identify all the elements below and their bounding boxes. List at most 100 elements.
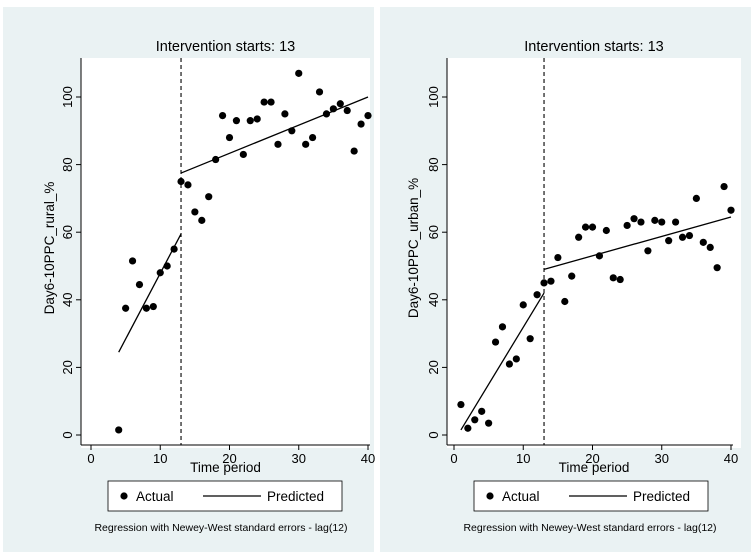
y-tick-label: 40 [60, 293, 75, 307]
x-tick-label: 40 [724, 451, 738, 466]
data-point [149, 302, 157, 311]
data-point [491, 338, 500, 346]
chart-rural: Intervention starts: 13 Time period Day6… [42, 39, 375, 534]
y-tick-label: 60 [426, 225, 441, 239]
data-point [457, 400, 465, 409]
data-point [609, 274, 617, 282]
data-point [644, 247, 652, 255]
data-point [218, 111, 227, 120]
data-point [288, 127, 296, 135]
data-point [512, 355, 520, 363]
data-point [630, 215, 638, 223]
predicted-line [460, 292, 545, 431]
data-point [665, 237, 673, 245]
data-point [170, 245, 178, 253]
data-point [350, 147, 358, 155]
data-point [253, 115, 261, 123]
data-marks [115, 58, 372, 445]
data-point [156, 269, 164, 277]
data-point [205, 193, 213, 201]
data-point [142, 304, 150, 312]
data-point [274, 140, 282, 148]
data-point [720, 182, 728, 191]
x-axis-title: Time period [190, 460, 261, 475]
data-point [581, 223, 590, 231]
data-point [128, 257, 137, 265]
legend-actual-label: Actual [136, 489, 174, 504]
data-point [198, 216, 206, 224]
y-tick-label: 100 [426, 86, 441, 108]
chart-note: Regression with Newey-West standard erro… [94, 522, 347, 534]
x-axis-title: Time period [559, 460, 630, 475]
y-tick-label: 40 [426, 293, 441, 307]
legend-predicted-label: Predicted [267, 489, 324, 504]
legend-actual-marker [486, 492, 494, 500]
chart-title: Intervention starts: 13 [524, 39, 663, 55]
y-tick-label: 80 [426, 157, 441, 171]
y-axis-title: Day6-10PPC_rural_% [42, 182, 57, 315]
data-point [309, 133, 317, 142]
data-point [672, 218, 680, 226]
plot-area [81, 58, 370, 448]
y-tick-label: 80 [60, 157, 75, 171]
x-tick-label: 30 [655, 451, 669, 466]
data-point [547, 277, 555, 285]
data-point [699, 238, 707, 246]
data-point [616, 275, 624, 284]
x-tick-label: 20 [222, 451, 236, 466]
chart-panel-urban: Intervention starts: 13 Time period Day6… [380, 7, 751, 552]
predicted-line [118, 233, 182, 353]
data-point [595, 252, 604, 260]
data-point [115, 426, 123, 434]
data-point [177, 177, 185, 186]
legend: Actual Predicted [473, 480, 709, 512]
data-point [485, 419, 493, 427]
data-point [505, 360, 513, 368]
data-point [336, 100, 344, 108]
data-point [713, 264, 721, 272]
x-tick-label: 0 [450, 451, 457, 466]
x-tick-label: 20 [585, 451, 599, 466]
chart-urban: Intervention starts: 13 Time period Day6… [406, 39, 741, 534]
data-point [692, 194, 700, 202]
chart-panel-rural: Intervention starts: 13 Time period Day6… [3, 7, 375, 552]
x-tick-label: 10 [516, 451, 530, 466]
data-point [260, 98, 268, 106]
data-point [498, 323, 507, 331]
data-point [364, 111, 372, 120]
data-point [471, 416, 479, 424]
data-marks [457, 58, 735, 445]
data-point [651, 216, 659, 224]
data-point [315, 88, 324, 96]
data-point [478, 407, 486, 415]
data-point [533, 291, 541, 299]
data-point [678, 233, 687, 241]
data-point [184, 181, 192, 189]
plot-area [447, 58, 741, 448]
data-point [561, 297, 569, 306]
predicted-line [543, 216, 732, 271]
data-point [602, 226, 610, 235]
data-point [568, 272, 576, 280]
axes: 0 20 40 60 80 100 0 10 20 30 40 [60, 58, 375, 466]
data-point [685, 231, 694, 240]
legend-actual-label: Actual [502, 489, 540, 504]
data-point [554, 253, 562, 262]
data-point [232, 117, 241, 125]
y-tick-label: 20 [60, 360, 75, 374]
data-point [343, 106, 351, 115]
data-point [246, 117, 254, 125]
data-point [122, 304, 130, 312]
data-point [588, 223, 597, 231]
data-point [239, 150, 247, 159]
data-point [281, 110, 289, 118]
chart-note: Regression with Newey-West standard erro… [463, 522, 716, 534]
data-point [302, 140, 310, 148]
data-point [191, 208, 199, 216]
y-tick-label: 0 [426, 431, 441, 438]
x-tick-label: 30 [292, 451, 306, 466]
data-point [212, 155, 220, 164]
y-tick-label: 100 [60, 86, 75, 108]
axes: 0 20 40 60 80 100 0 10 20 30 40 [426, 58, 738, 466]
y-tick-label: 0 [60, 431, 75, 438]
